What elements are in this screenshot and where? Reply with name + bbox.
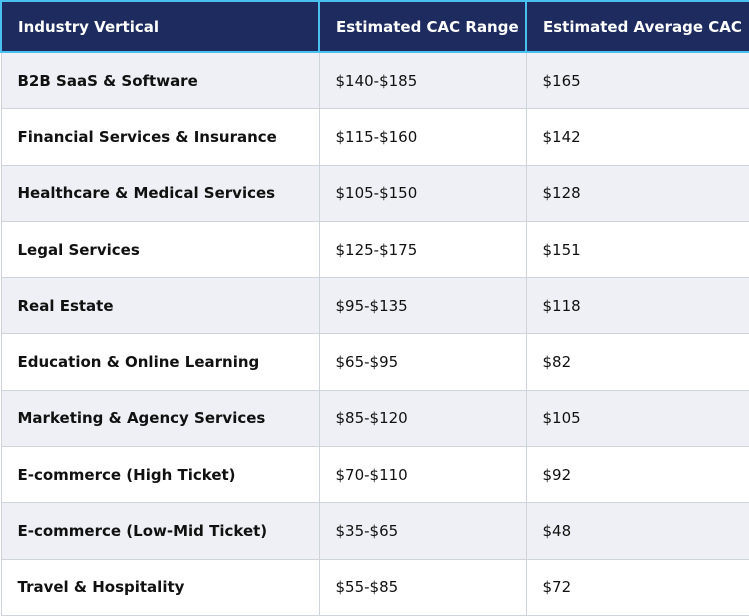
table-cell: $95-$135: [318, 277, 527, 335]
header-cell: Industry Vertical: [0, 0, 320, 53]
table-row: Healthcare & Medical Services $105-$150 $1…: [0, 164, 749, 222]
table-row: Marketing & Agency Services $85-$120 $105: [0, 389, 749, 448]
table-cell: $70-$110: [318, 446, 527, 504]
table-cell: $72: [525, 558, 749, 616]
table-row: Travel & Hospitality $55-$85 $72: [0, 558, 749, 616]
table-cell: E-commerce (Low-Mid Ticket): [0, 502, 320, 560]
table-cell: $125-$175: [318, 220, 527, 279]
header-row: Industry Vertical Estimated CAC Range Esti…: [0, 0, 749, 53]
table-cell: Marketing & Agency Services: [0, 389, 320, 448]
table-header: Industry Vertical Estimated CAC Range Esti…: [0, 0, 749, 53]
table-cell: E-commerce (High Ticket): [0, 446, 320, 504]
table-cell: $55-$85: [318, 558, 527, 616]
table-cell: $151: [525, 220, 749, 279]
table-cell: $165: [525, 51, 749, 110]
table-cell: $118: [525, 277, 749, 335]
header-cell: Estimated CAC Range: [318, 0, 527, 53]
table-cell: $82: [525, 333, 749, 391]
table-cell: $65-$95: [318, 333, 527, 391]
table-cell: $140-$185: [318, 51, 527, 110]
table-cell: $35-$65: [318, 502, 527, 560]
table-row: E-commerce (High Ticket) $70-$110 $92: [0, 446, 749, 504]
table-cell: Healthcare & Medical Services: [0, 164, 320, 222]
table-cell: Financial Services & Insurance: [0, 108, 320, 166]
table-row: E-commerce (Low-Mid Ticket) $35-$65 $48: [0, 502, 749, 560]
table-body: B2B SaaS & Software $140-$185 $165 Financia…: [0, 51, 749, 616]
table-cell: $115-$160: [318, 108, 527, 166]
table-row: Real Estate $95-$135 $118: [0, 277, 749, 335]
table-cell: B2B SaaS & Software: [0, 51, 320, 110]
table-cell: $128: [525, 164, 749, 222]
table-row: Financial Services & Insurance $115-$160 $…: [0, 108, 749, 166]
table-cell: Legal Services: [0, 220, 320, 279]
table-cell: $85-$120: [318, 389, 527, 448]
table-cell: $142: [525, 108, 749, 166]
table-cell: Education & Online Learning: [0, 333, 320, 391]
table-cell: $105: [525, 389, 749, 448]
table-cell: $105-$150: [318, 164, 527, 222]
table-row: Education & Online Learning $65-$95 $82: [0, 333, 749, 391]
table-row: Legal Services $125-$175 $151: [0, 220, 749, 279]
header-cell: Estimated Average CAC: [525, 0, 749, 53]
table-cell: $48: [525, 502, 749, 560]
table-cell: Travel & Hospitality: [0, 558, 320, 616]
table-cell: Real Estate: [0, 277, 320, 335]
table-row: B2B SaaS & Software $140-$185 $165: [0, 51, 749, 110]
table-cell: $92: [525, 446, 749, 504]
